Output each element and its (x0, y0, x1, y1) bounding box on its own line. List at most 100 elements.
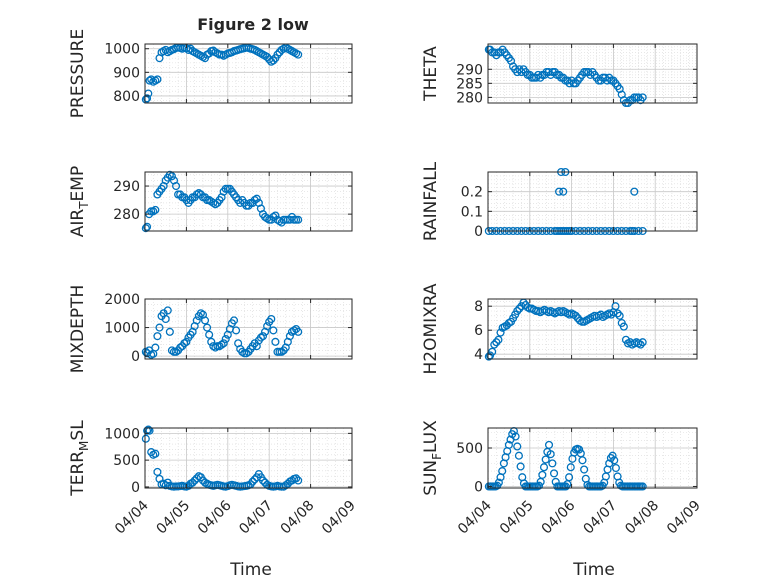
subplot-air_temp: 280 290 AIRTEMP (68, 166, 353, 237)
data-point (277, 347, 286, 356)
data-point (242, 349, 251, 358)
data-point (611, 463, 620, 473)
y-axis-label-tail: SL (68, 420, 88, 441)
data-point (143, 426, 152, 435)
x-tick-label: 04/06 (539, 498, 579, 538)
data-point (180, 339, 189, 348)
data-point (196, 309, 205, 318)
data-point (149, 207, 158, 216)
data-point (488, 347, 497, 356)
subplot-sun_flux: 0 500 04/04 04/05 04/06 04/07 04/08 04/09 SUNFLU… (421, 420, 704, 538)
data-point (561, 482, 570, 491)
data-point (292, 474, 301, 483)
y-axis-label: TERRMSL (68, 420, 91, 497)
data-point (176, 343, 185, 352)
data-point (494, 478, 503, 487)
x-tick-label: 04/08 (278, 498, 318, 538)
data-point (145, 426, 154, 435)
y-axis-label: PRESSURE (68, 29, 88, 118)
data-point (559, 187, 568, 196)
y-axis-label-main: H2OMIXRA (421, 283, 441, 374)
data-point (248, 477, 257, 486)
data-point (514, 451, 523, 460)
axes-box (487, 298, 698, 360)
data-point (619, 322, 628, 331)
data-point (252, 194, 261, 203)
series-markers-mixdepth (141, 306, 303, 359)
data-point (611, 302, 620, 311)
data-point (151, 449, 160, 458)
y-tick-label: 285 (456, 76, 483, 92)
data-point (566, 463, 575, 472)
data-point (263, 52, 272, 62)
data-point (273, 50, 282, 59)
data-point (192, 316, 201, 325)
y-tick-label: 0 (474, 479, 483, 495)
data-point (269, 56, 278, 65)
y-tick-label: 500 (456, 441, 483, 457)
y-tick-label: 280 (456, 90, 483, 106)
data-point (217, 340, 226, 349)
y-tick-label: 4 (474, 347, 483, 363)
data-point (575, 445, 584, 454)
data-point (141, 434, 150, 443)
series-markers-air_temp (141, 170, 303, 233)
y-tick-label: 6 (474, 323, 483, 339)
y-axis-label-subscript: F (430, 453, 444, 460)
data-point (200, 316, 210, 325)
data-point (608, 451, 617, 460)
data-point (513, 306, 522, 316)
x-tick-label: 04/04 (112, 498, 152, 538)
data-point (494, 335, 503, 344)
data-point (580, 465, 589, 474)
data-point (511, 432, 520, 441)
data-point (205, 330, 214, 339)
y-axis-label: H2OMIXRA (421, 283, 441, 374)
data-point (172, 347, 181, 356)
data-point (153, 332, 162, 341)
data-point (289, 326, 299, 335)
subplot-pressure: 800 900 1000 PRESSURE (68, 29, 353, 118)
data-point (263, 322, 272, 331)
y-tick-label: 0 (474, 224, 483, 240)
data-point (496, 328, 505, 337)
x-tick-label: 04/07 (236, 498, 276, 538)
series-markers-h2omixra (484, 298, 647, 361)
axes-box (144, 427, 353, 489)
subplot-h2omixra: 4 6 8 H2OMIXRA (421, 283, 698, 375)
data-point (153, 75, 162, 84)
data-point (172, 181, 181, 191)
x-axis-label-right: Time (572, 560, 615, 580)
data-point (163, 306, 172, 315)
data-point (515, 304, 524, 313)
data-point (145, 76, 154, 85)
data-point (165, 327, 174, 336)
x-tick-label: 04/07 (580, 498, 620, 538)
x-axis-label-left: Time (229, 560, 272, 580)
data-point (492, 338, 501, 347)
data-point (271, 211, 280, 220)
x-tick-label: 04/04 (455, 498, 495, 538)
data-point (207, 337, 216, 346)
data-point (615, 311, 624, 320)
data-point (211, 200, 220, 209)
data-point (285, 332, 294, 341)
y-axis-label: THETA (421, 46, 441, 102)
data-point (513, 442, 522, 451)
axes-background (145, 44, 352, 103)
axes-box (487, 427, 698, 489)
data-point (194, 189, 203, 198)
data-point (638, 482, 647, 491)
data-point (258, 332, 268, 341)
data-point (271, 337, 280, 346)
x-tick-label: 04/05 (153, 498, 193, 538)
x-tick-label: 04/05 (497, 498, 537, 538)
data-point (630, 187, 639, 196)
x-tick-label: 04/08 (622, 498, 662, 538)
data-point (294, 327, 303, 336)
y-tick-label: 0 (131, 349, 140, 365)
y-tick-label: 290 (113, 179, 140, 195)
data-point (294, 476, 303, 485)
